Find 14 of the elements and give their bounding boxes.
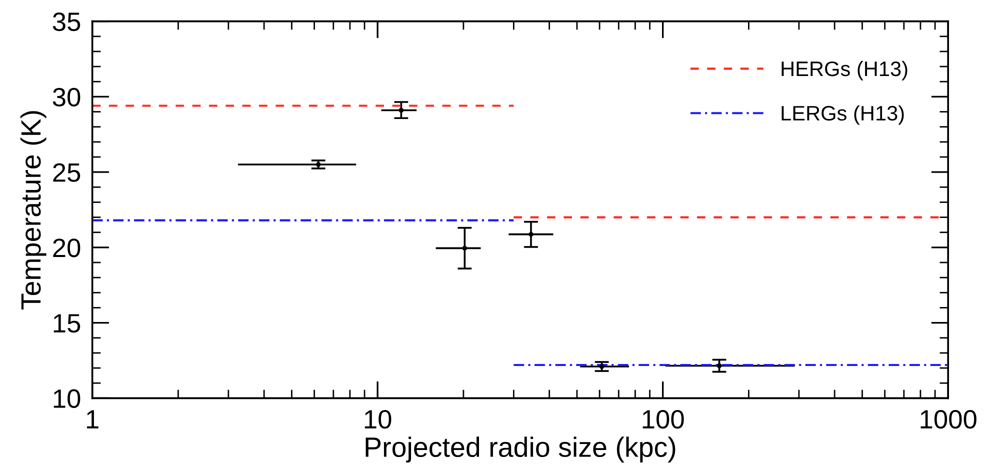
- y-tick-label: 35: [52, 12, 80, 32]
- y-tick-label: 25: [53, 163, 80, 182]
- x-tick-label: 1000: [920, 410, 976, 429]
- y-axis-title: Temperature (K): [20, 111, 46, 310]
- x-tick-label: 100: [642, 410, 684, 429]
- legend-label: LERGs (H13): [782, 105, 904, 125]
- y-tick-label: 30: [52, 88, 80, 107]
- y-tick-label: 10: [54, 389, 80, 408]
- y-tick-label: 20: [53, 238, 80, 258]
- y-tick-label: 15: [54, 314, 80, 333]
- x-axis-title: Projected radio size (kpc): [366, 436, 676, 463]
- x-tick-label: 1: [86, 410, 98, 428]
- legend-label: HERGs (H13): [782, 60, 908, 80]
- x-tick-label: 10: [364, 410, 392, 429]
